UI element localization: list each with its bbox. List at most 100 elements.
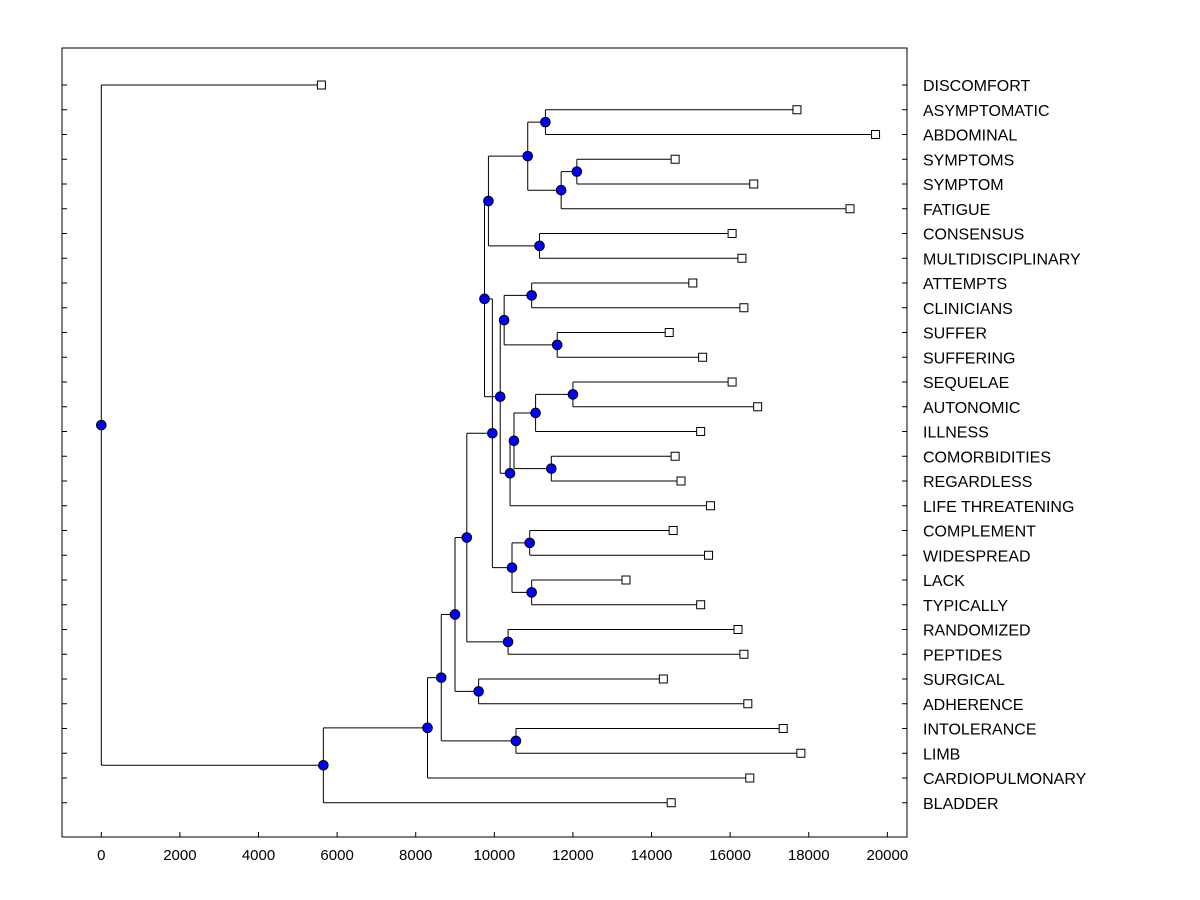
merge-node	[522, 150, 534, 162]
merge-node	[506, 562, 518, 573]
leaf-marker	[792, 105, 802, 115]
leaf-label: FATIGUE	[923, 202, 990, 219]
x-tick-label: 14000	[631, 847, 673, 864]
leaf-marker	[698, 352, 708, 362]
merge-node	[526, 587, 537, 598]
leaf-marker	[666, 798, 676, 808]
merge-node	[502, 636, 514, 648]
x-tick-label: 4000	[242, 847, 275, 864]
merge-node	[494, 391, 506, 402]
leaf-marker	[737, 253, 747, 263]
leaf-label: CONSENSUS	[923, 227, 1024, 244]
leaf-label: CLINICIANS	[923, 301, 1013, 318]
merge-node	[498, 314, 510, 326]
merge-node	[449, 609, 461, 620]
merge-node	[530, 407, 541, 419]
leaf-marker	[753, 402, 763, 412]
leaf-marker	[845, 204, 855, 214]
plot-frame	[61, 47, 908, 838]
merge-node	[540, 116, 551, 128]
merge-node	[546, 463, 557, 474]
merge-node	[551, 339, 563, 351]
leaf-label: ABDOMINAL	[923, 128, 1017, 145]
leaf-labels: DISCOMFORT ASYMPTOMATIC ABDOMINAL SYMPTOMS S…	[923, 78, 1087, 813]
x-tick-label: 16000	[709, 847, 751, 864]
leaf-marker	[727, 377, 737, 387]
leaf-label: SYMPTOM	[923, 177, 1004, 194]
leaf-label: WIDESPREAD	[923, 548, 1031, 565]
leaf-label: TYPICALLY	[923, 598, 1008, 615]
leaf-marker	[316, 80, 326, 90]
merge-node	[461, 532, 473, 543]
merge-node	[318, 759, 329, 771]
x-tick-label: 12000	[552, 847, 594, 864]
merge-node	[526, 290, 537, 301]
y-axis-ticks	[62, 84, 907, 804]
leaf-marker	[670, 154, 680, 164]
leaf-label: REGARDLESS	[923, 474, 1032, 491]
leaf-markers	[316, 80, 881, 808]
leaf-marker	[688, 278, 698, 288]
leaf-marker	[696, 427, 706, 436]
x-tick-label: 0	[97, 847, 105, 864]
merge-node	[571, 166, 583, 177]
leaf-marker	[705, 501, 715, 511]
leaf-label: SYMPTOMS	[923, 152, 1014, 169]
leaf-label: SEQUELAE	[923, 375, 1009, 392]
leaf-marker	[658, 674, 668, 684]
leaf-marker	[749, 179, 759, 189]
leaf-label: AUTONOMIC	[923, 400, 1020, 417]
leaf-marker	[778, 724, 788, 733]
leaf-label: CARDIOPULMONARY	[923, 771, 1087, 788]
x-axis: 0 2000 4000 6000 8000 10000 12000 14000 16000 180…	[97, 832, 908, 864]
leaf-label: PEPTIDES	[923, 647, 1002, 664]
leaf-label: LIMB	[923, 746, 960, 763]
merge-node	[508, 435, 520, 447]
leaf-label: SUFFER	[923, 326, 987, 343]
leaf-marker	[621, 575, 631, 585]
merge-node	[483, 195, 494, 207]
leaf-marker	[745, 773, 755, 783]
merge-node	[524, 537, 535, 549]
dendrogram-links	[100, 84, 876, 804]
merge-node	[435, 672, 447, 683]
merge-node	[487, 427, 498, 439]
merge-node	[473, 686, 484, 697]
leaf-label: BLADDER	[923, 796, 999, 813]
leaf-label: ILLNESS	[923, 425, 989, 442]
merge-nodes	[96, 116, 583, 771]
leaf-marker	[796, 748, 806, 758]
merge-node	[534, 240, 545, 252]
merge-node	[510, 735, 522, 747]
leaf-label: LIFE THREATENING	[923, 499, 1074, 516]
leaf-marker	[739, 649, 749, 659]
x-tick-label: 20000	[866, 847, 908, 864]
leaf-label: COMORBIDITIES	[923, 449, 1051, 466]
leaf-marker	[743, 699, 753, 709]
x-tick-label: 6000	[320, 847, 353, 864]
leaf-label: ATTEMPTS	[923, 276, 1007, 293]
leaf-marker	[704, 550, 714, 560]
leaf-marker	[871, 130, 881, 139]
leaf-label: LACK	[923, 573, 965, 590]
leaf-marker	[696, 600, 706, 610]
x-tick-label: 18000	[788, 847, 830, 864]
merge-node	[504, 467, 516, 479]
leaf-label: INTOLERANCE	[923, 722, 1037, 739]
leaf-label: SUFFERING	[923, 350, 1015, 367]
merge-node	[422, 722, 433, 734]
x-tick-label: 10000	[473, 847, 515, 864]
leaf-marker	[739, 303, 749, 313]
leaf-label: ASYMPTOMATIC	[923, 103, 1050, 120]
leaf-label: RANDOMIZED	[923, 623, 1031, 640]
leaf-label: ADHERENCE	[923, 697, 1023, 714]
leaf-label: SURGICAL	[923, 672, 1005, 689]
merge-node	[567, 389, 579, 400]
merge-node	[479, 293, 490, 305]
leaf-marker	[727, 229, 737, 238]
merge-node	[555, 184, 567, 196]
leaf-label: COMPLEMENT	[923, 524, 1036, 541]
leaf-marker	[668, 526, 678, 535]
leaf-marker	[676, 476, 686, 486]
